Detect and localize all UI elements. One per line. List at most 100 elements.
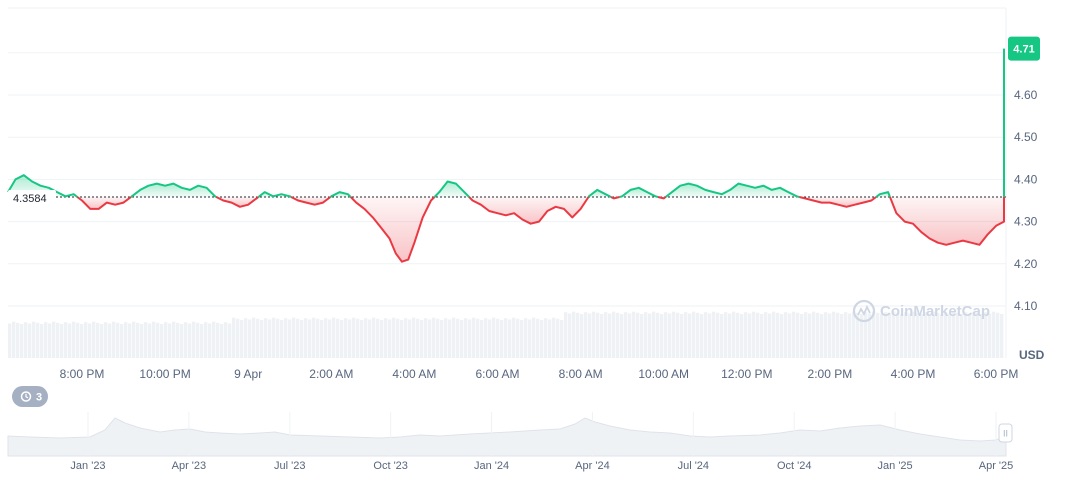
- volume-bar: [200, 324, 204, 358]
- volume-bar: [312, 317, 316, 358]
- volume-bar: [636, 312, 640, 358]
- volume-bar: [136, 322, 140, 358]
- volume-bar: [992, 311, 996, 358]
- reference-value: 4.3584: [13, 193, 47, 205]
- volume-bar: [84, 322, 88, 358]
- volume-bar: [424, 318, 428, 358]
- line-segment-up: [7, 174, 78, 198]
- volume-bar: [356, 318, 360, 358]
- volume-bar: [772, 311, 776, 358]
- volume-bar: [176, 322, 180, 358]
- volume-bar: [100, 324, 104, 358]
- volume-bar: [40, 324, 44, 358]
- volume-bar: [668, 313, 672, 358]
- volume-bar: [916, 312, 920, 358]
- y-tick-label: 4.60: [1014, 88, 1038, 102]
- volume-bar: [680, 314, 684, 358]
- volume-bar: [440, 320, 444, 358]
- volume-bar: [596, 312, 600, 358]
- volume-bar: [648, 313, 652, 358]
- volume-bar: [604, 312, 608, 358]
- volume-bar: [988, 313, 992, 358]
- x-tick-label: 10:00 PM: [139, 367, 190, 381]
- volume-bar: [180, 324, 184, 358]
- volume-bar: [748, 313, 752, 358]
- navigator-handle[interactable]: II: [998, 423, 1013, 443]
- volume-bar: [724, 312, 728, 358]
- volume-bar: [80, 324, 84, 358]
- volume-bar: [904, 312, 908, 358]
- line-segment-up: [130, 182, 217, 198]
- volume-bar: [364, 318, 368, 358]
- volume-bar: [896, 312, 900, 358]
- volume-bar: [552, 317, 556, 358]
- volume-bar: [8, 323, 12, 358]
- volume-bar: [372, 317, 376, 358]
- volume-bar: [984, 312, 988, 358]
- volume-bar: [88, 323, 92, 358]
- navigator-tick-label: Apr '23: [172, 460, 207, 472]
- volume-bar: [500, 320, 504, 358]
- volume-bar: [940, 314, 944, 358]
- x-tick-label: 12:00 PM: [721, 367, 772, 381]
- line-segment-up: [587, 188, 612, 198]
- volume-bar: [52, 321, 56, 358]
- volume-bar: [76, 322, 80, 358]
- volume-bar: [664, 312, 668, 358]
- volume-bar: [368, 319, 372, 358]
- volume-bar: [860, 314, 864, 358]
- volume-bar: [884, 312, 888, 358]
- volume-bar: [112, 321, 116, 358]
- volume-bar: [428, 319, 432, 358]
- volume-bar: [576, 312, 580, 358]
- volume-bar: [808, 313, 812, 358]
- volume-bar: [460, 320, 464, 358]
- volume-bar: [16, 322, 20, 358]
- y-axis-unit: USD: [1019, 348, 1045, 362]
- volume-bar: [204, 322, 208, 358]
- navigator-tick-label: Apr '25: [979, 460, 1014, 472]
- volume-bar: [836, 312, 840, 358]
- area-below-reference: [890, 196, 1004, 245]
- volume-bar: [528, 319, 532, 358]
- line-segment-down: [799, 196, 877, 208]
- volume-bar: [504, 318, 508, 358]
- history-icon: [20, 391, 32, 402]
- volume-bar: [672, 311, 676, 358]
- volume-bar: [448, 319, 452, 358]
- volume-bar: [160, 324, 164, 358]
- events-button[interactable]: 3: [12, 386, 48, 407]
- volume-bar: [548, 319, 552, 358]
- x-tick-label: 6:00 PM: [974, 367, 1019, 381]
- volume-bar: [936, 312, 940, 358]
- volume-bar: [848, 313, 852, 358]
- watermark-text: CoinMarketCap: [880, 303, 990, 320]
- range-navigator[interactable]: II Jan '23 Apr '23 Jul '23 Oct '23 Jan '24 Ap…: [7, 412, 1014, 472]
- volume-bar: [592, 311, 596, 358]
- volume-bar: [292, 317, 296, 358]
- volume-bar: [128, 323, 132, 358]
- volume-bar: [568, 313, 572, 358]
- volume-bar: [740, 314, 744, 358]
- volume-bar: [944, 312, 948, 358]
- area-below-reference: [350, 196, 435, 262]
- navigator-tick-label: Jan '24: [474, 460, 509, 472]
- volume-bar: [760, 314, 764, 358]
- volume-bar: [776, 312, 780, 358]
- volume-bar: [168, 323, 172, 358]
- volume-bar: [144, 322, 148, 358]
- volume-bar: [172, 321, 176, 358]
- area-above-reference: [330, 192, 351, 197]
- volume-bar: [768, 313, 772, 358]
- volume-bar: [36, 322, 40, 358]
- volume-bar: [432, 317, 436, 358]
- volume-bar: [408, 319, 412, 358]
- volume-bar: [968, 313, 972, 358]
- navigator-tick-label: Apr '24: [575, 460, 610, 472]
- y-gridlines: [8, 52, 1006, 307]
- navigator-tick-label: Oct '24: [777, 460, 812, 472]
- volume-bar: [236, 318, 240, 358]
- navigator-tick-label: Jul '24: [678, 460, 709, 472]
- volume-bar: [20, 324, 24, 358]
- volume-bar: [1000, 314, 1004, 358]
